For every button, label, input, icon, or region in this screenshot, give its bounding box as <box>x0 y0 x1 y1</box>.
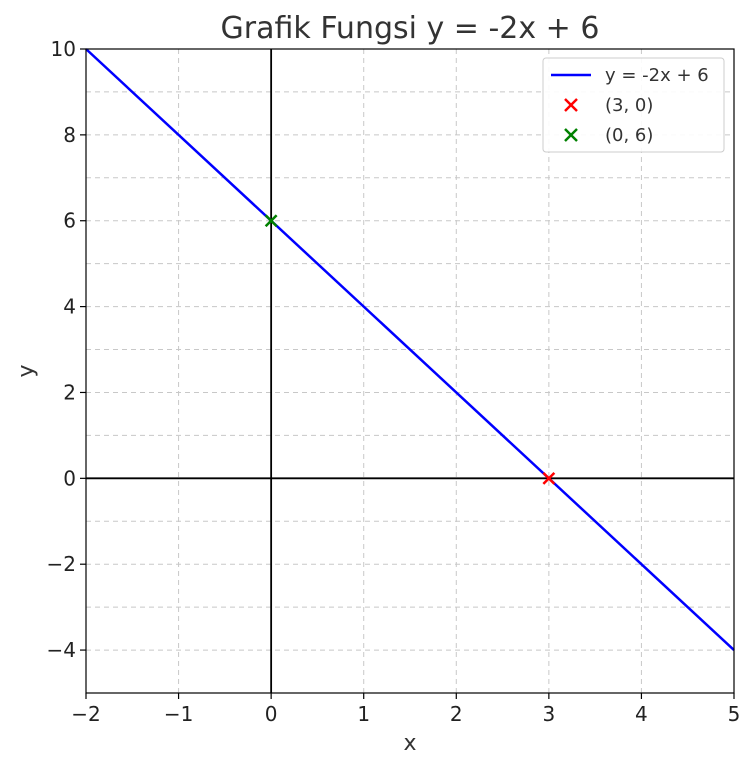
x-ticks: −2 −1 0 1 2 3 4 5 <box>71 693 740 726</box>
x-tick-label: 0 <box>265 702 278 726</box>
y-tick-label: 10 <box>51 37 76 61</box>
x-tick-label: 4 <box>635 702 648 726</box>
legend-entry-point-1: (3, 0) <box>605 95 653 116</box>
series-layer <box>85 48 735 651</box>
legend-entry-line: y = -2x + 6 <box>605 65 709 86</box>
x-tick-label: 3 <box>542 702 555 726</box>
x-tick-label: 2 <box>450 702 463 726</box>
data-point-1 <box>264 214 278 228</box>
legend-red-cross-icon <box>564 98 578 112</box>
points-layer <box>264 214 556 485</box>
x-tick-label: −2 <box>71 702 100 726</box>
data-point-stroke <box>264 214 278 228</box>
y-tick-label: 4 <box>63 295 76 319</box>
plot-frame <box>85 48 735 694</box>
legend-box <box>542 57 725 153</box>
legend-green-cross-icon <box>564 128 578 142</box>
y-tick-label: 8 <box>63 123 76 147</box>
data-point-0 <box>542 471 556 485</box>
y-tick-label: 2 <box>63 380 76 404</box>
series-line-0 <box>85 48 735 651</box>
legend-entry-point-2: (0, 6) <box>605 125 653 146</box>
y-tick-label: −2 <box>47 552 76 576</box>
x-tick-label: 5 <box>728 702 741 726</box>
chart-title: Grafik Fungsi y = -2x + 6 <box>221 11 600 46</box>
x-axis-label: x <box>403 731 416 756</box>
x-tick-label: 1 <box>357 702 370 726</box>
legend: y = -2x + 6 (3, 0) (0, 6) <box>542 57 725 153</box>
y-ticks: −4 −2 0 2 4 6 8 10 <box>47 37 86 662</box>
y-tick-label: 0 <box>63 466 76 490</box>
zero-axis-lines <box>86 49 734 693</box>
x-tick-label: −1 <box>164 702 193 726</box>
y-tick-label: −4 <box>47 638 76 662</box>
y-tick-label: 6 <box>63 209 76 233</box>
y-axis-label: y <box>14 364 39 377</box>
data-point-stroke <box>542 471 556 485</box>
